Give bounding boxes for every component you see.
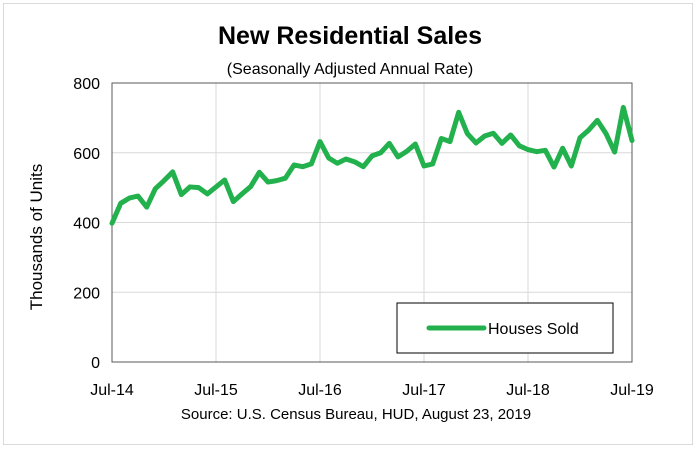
data-point	[128, 197, 131, 200]
chart-svg: New Residential Sales (Seasonally Adjust…	[27, 22, 654, 423]
data-point	[362, 165, 365, 168]
x-tick-label: Jul-17	[402, 382, 446, 399]
y-tick-label: 200	[73, 285, 100, 302]
data-point	[258, 171, 261, 174]
data-point	[327, 156, 330, 159]
data-point	[215, 185, 217, 188]
data-point	[249, 185, 252, 188]
data-point	[154, 187, 157, 190]
data-point	[492, 132, 495, 135]
data-point	[631, 139, 633, 142]
data-point	[561, 147, 564, 150]
data-point	[535, 150, 538, 153]
data-point	[319, 140, 321, 143]
data-point	[171, 170, 174, 173]
data-point	[613, 151, 616, 154]
legend: Houses Sold	[396, 302, 614, 354]
data-point	[579, 136, 581, 139]
data-point	[163, 179, 165, 182]
data-point	[197, 186, 200, 189]
data-point	[206, 192, 209, 195]
data-point	[379, 151, 382, 154]
data-point	[544, 149, 547, 152]
data-point	[605, 132, 607, 135]
data-point	[310, 162, 313, 165]
data-point	[223, 178, 226, 181]
y-tick-label: 800	[73, 76, 100, 93]
y-tick-label: 0	[91, 355, 100, 372]
data-point	[414, 143, 417, 146]
y-tick-label: 600	[73, 146, 100, 163]
tick-layer: 0 200 400 600 800 Jul-14 Jul-15 Jul-16 Jul-17 Jul…	[73, 76, 654, 399]
x-tick-label: Jul-16	[298, 382, 342, 399]
data-point	[284, 177, 287, 180]
data-point	[293, 163, 295, 166]
data-point	[371, 154, 373, 157]
data-point	[423, 165, 425, 168]
data-point	[301, 165, 304, 168]
data-point	[501, 142, 503, 145]
data-point	[241, 192, 243, 195]
series-line-houses-sold	[109, 104, 635, 226]
data-point	[137, 194, 139, 197]
data-point	[509, 133, 512, 136]
data-point	[189, 185, 191, 188]
data-point	[353, 160, 356, 163]
data-point	[457, 111, 460, 114]
data-point	[111, 222, 113, 225]
data-point	[527, 148, 529, 151]
x-tick-label: Jul-18	[506, 382, 550, 399]
data-point	[518, 144, 521, 147]
chart-frame: New Residential Sales (Seasonally Adjust…	[3, 3, 693, 445]
chart-source: Source: U.S. Census Bureau, HUD, August …	[181, 406, 531, 423]
chart-subtitle: (Seasonally Adjusted Annual Rate)	[227, 61, 473, 78]
y-axis-label: Thousands of Units	[27, 164, 46, 310]
data-point	[397, 155, 399, 158]
data-point	[466, 132, 469, 135]
data-point	[232, 200, 235, 203]
data-point	[405, 150, 408, 153]
data-point	[180, 193, 183, 196]
data-point	[119, 202, 122, 205]
data-point	[570, 165, 573, 168]
data-point	[267, 181, 269, 184]
data-point	[388, 142, 391, 145]
data-point	[553, 166, 555, 169]
data-point	[275, 179, 278, 182]
data-point	[345, 158, 347, 161]
data-point	[440, 137, 443, 140]
y-tick-label: 400	[73, 216, 100, 233]
chart-title: New Residential Sales	[218, 22, 482, 50]
x-tick-label: Jul-15	[194, 382, 238, 399]
data-point	[475, 141, 477, 144]
x-tick-label: Jul-19	[610, 382, 654, 399]
grid-layer	[111, 82, 633, 363]
data-point	[622, 106, 625, 109]
data-point	[483, 135, 486, 138]
data-point	[587, 129, 590, 132]
data-point	[596, 119, 599, 122]
data-point	[336, 162, 339, 165]
series-layer	[109, 104, 635, 226]
data-point	[449, 140, 451, 143]
data-point	[145, 206, 148, 209]
x-tick-label: Jul-14	[90, 382, 134, 399]
legend-label: Houses Sold	[488, 321, 579, 338]
data-point	[431, 162, 434, 165]
